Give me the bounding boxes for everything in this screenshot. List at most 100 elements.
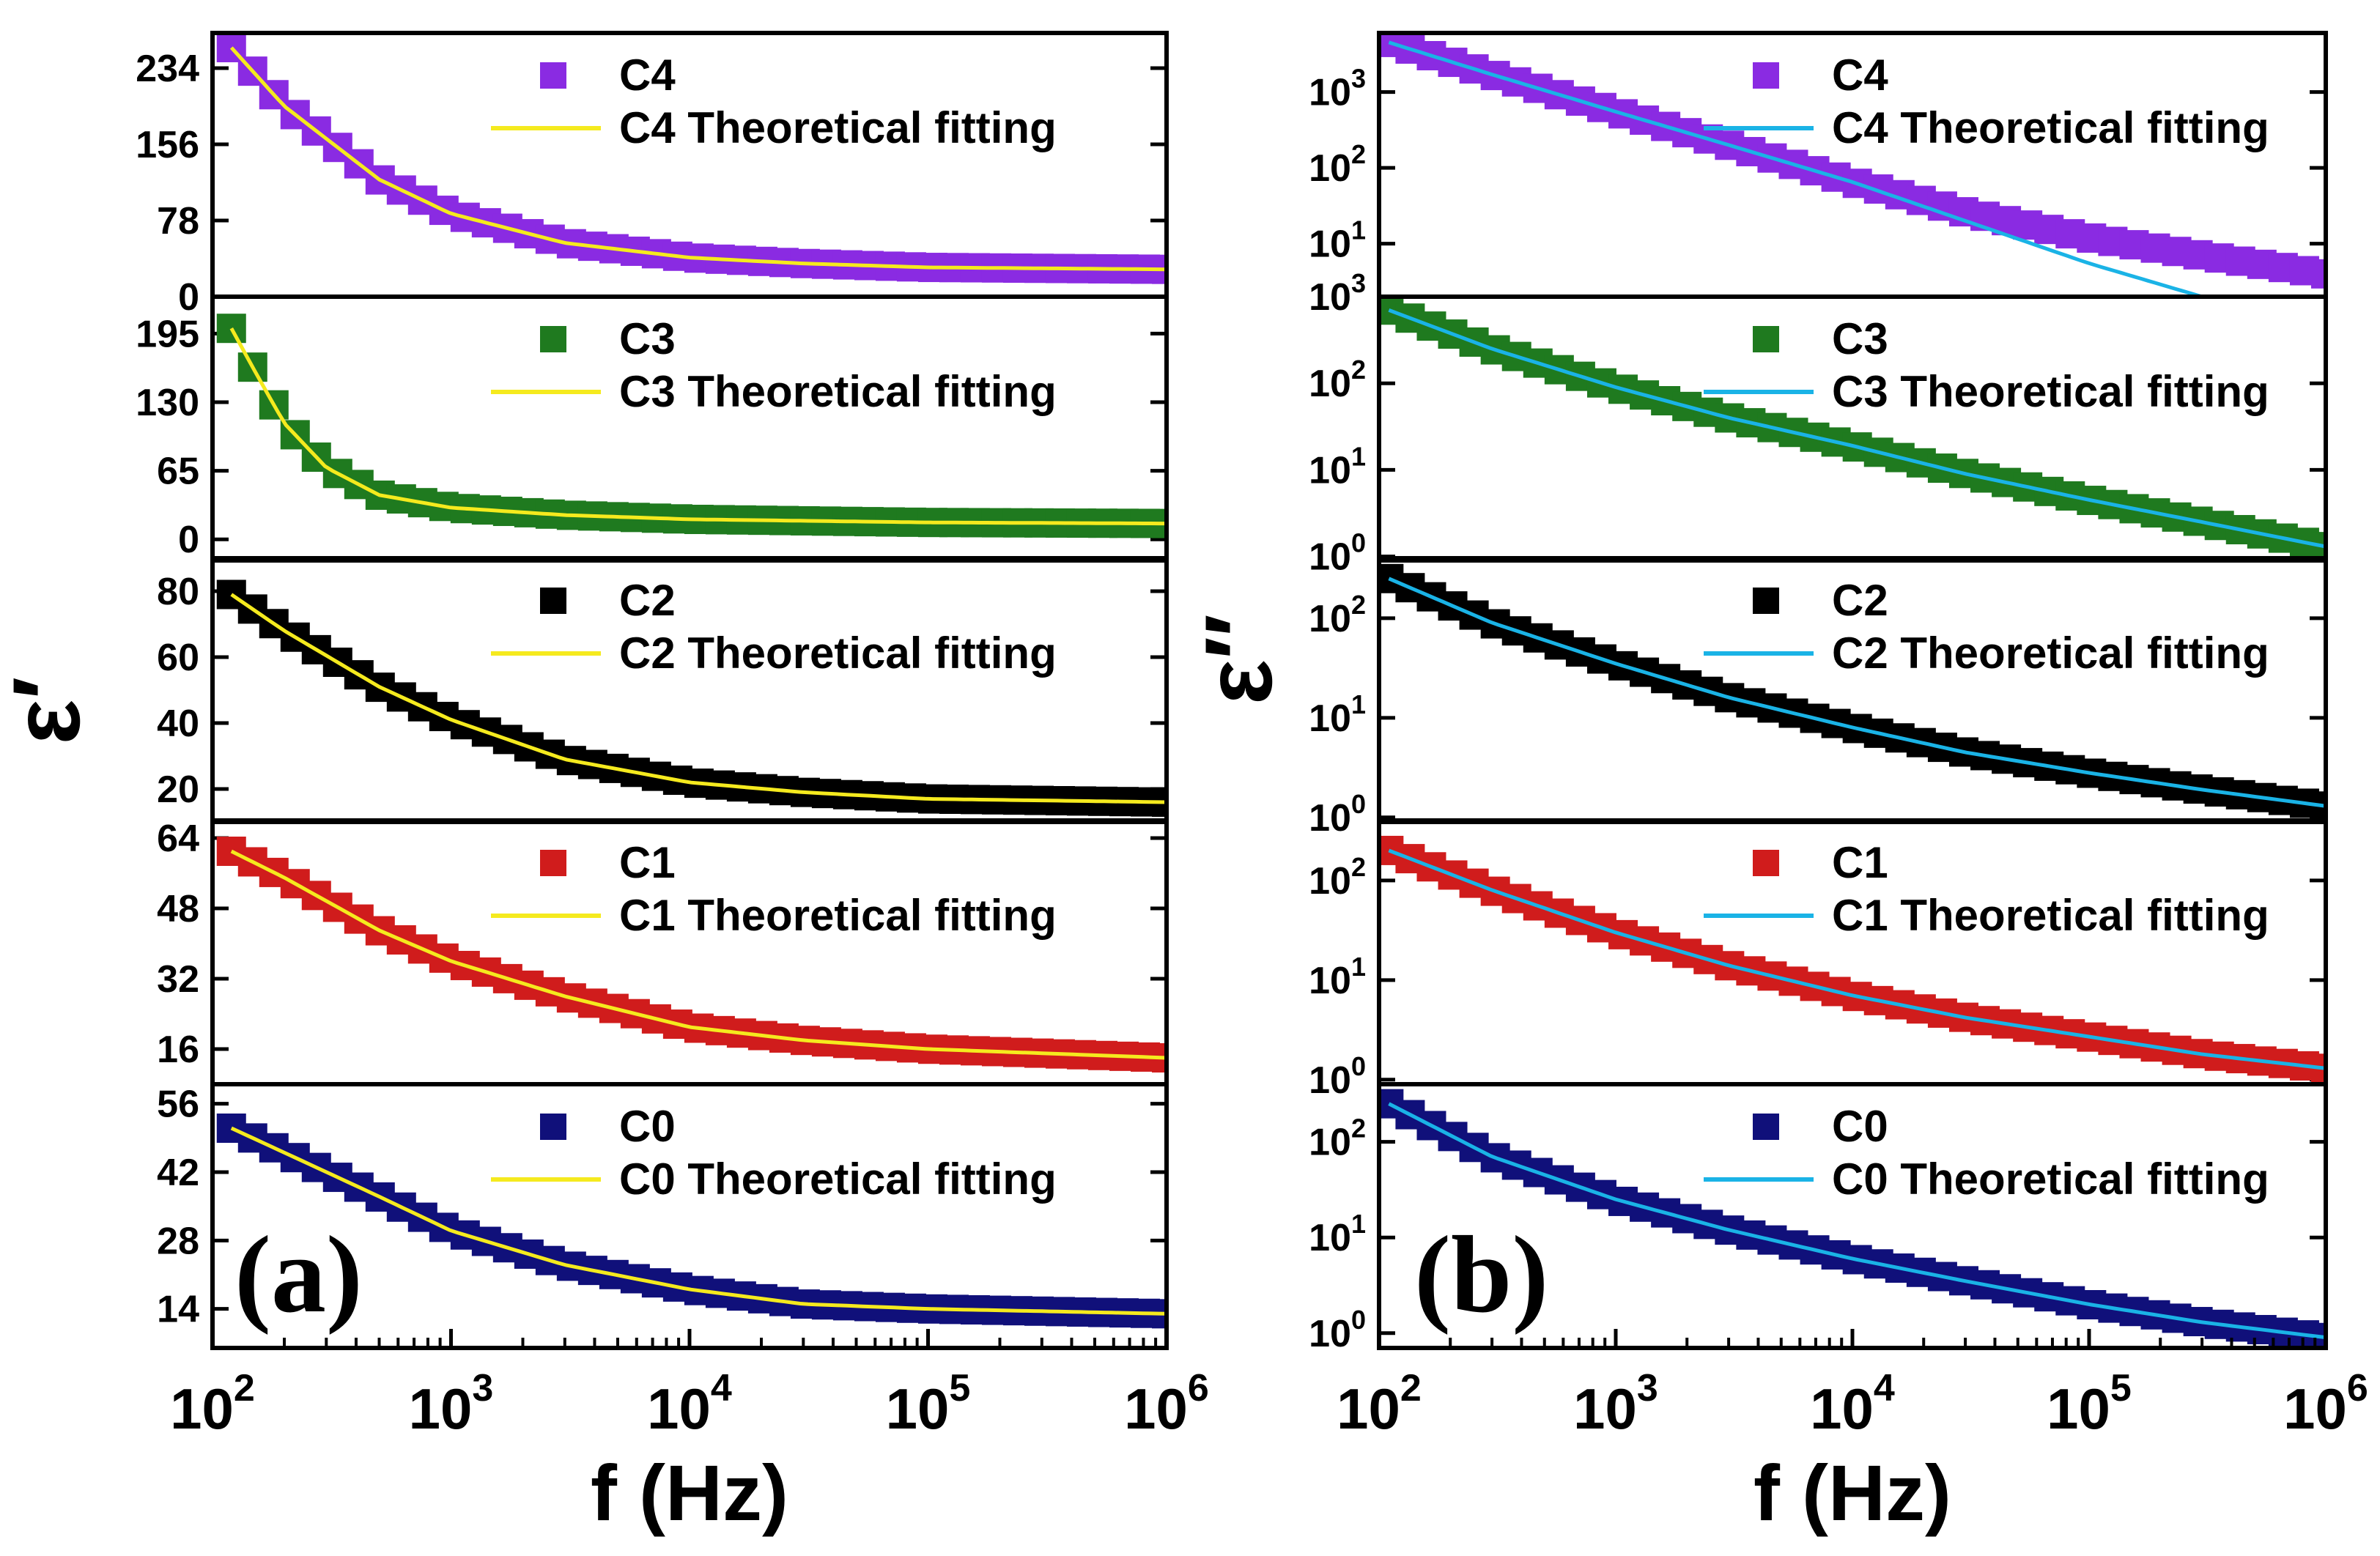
legend-marker: [540, 1114, 566, 1140]
plot-area: [216, 579, 1167, 817]
plot-area: [1379, 563, 2326, 821]
y-tick-label: 40: [157, 703, 199, 745]
y-tick-label: 100: [1309, 1051, 1366, 1102]
legend-label: C1 Theoretical fitting: [619, 891, 1057, 940]
y-tick-label: 101: [1309, 689, 1366, 740]
fit-line: [230, 849, 1167, 1060]
legend-label: C4: [1832, 51, 1888, 100]
y-tick-label: 102: [1309, 590, 1366, 640]
x-axis-label: f (Hz): [1753, 1448, 1951, 1537]
legend-marker: [540, 326, 566, 352]
plot-area: [216, 1114, 1167, 1329]
y-tick-label: 101: [1309, 441, 1366, 492]
y-tick-label: 101: [1309, 952, 1366, 1002]
y-tick-label: 130: [136, 382, 199, 424]
fit-line: [1388, 577, 2326, 808]
panel-label: (b): [1414, 1214, 1548, 1335]
legend-label: C0: [1832, 1102, 1888, 1151]
x-tick-label: 103: [1573, 1367, 1658, 1441]
y-tick-label: 195: [136, 313, 199, 355]
legend-marker: [1753, 62, 1779, 89]
y-tick-label: 0: [178, 519, 199, 561]
plot-area: [1379, 835, 2326, 1083]
legend-label: C0 Theoretical fitting: [619, 1155, 1057, 1204]
legend-label: C1: [619, 838, 676, 887]
legend-marker: [1753, 850, 1779, 876]
y-tick-label: 16: [157, 1029, 199, 1071]
y-tick-label: 80: [157, 571, 199, 613]
y-tick-label: 28: [157, 1220, 199, 1262]
legend-label: C1 Theoretical fitting: [1832, 891, 2269, 940]
y-tick-label: 102: [1309, 1114, 1366, 1164]
y-tick-label: 102: [1309, 139, 1366, 190]
legend-label: C2 Theoretical fitting: [1832, 629, 2269, 678]
legend-marker: [540, 62, 566, 89]
panel-label: (a): [234, 1214, 363, 1335]
data-marker: [2311, 259, 2326, 289]
y-axis-label: ε″: [1185, 614, 1292, 705]
y-tick-label: 234: [136, 48, 199, 90]
y-tick-label: 48: [157, 888, 199, 930]
y-tick-label: 0: [178, 276, 199, 319]
fit-line: [229, 327, 1167, 526]
x-tick-label: 105: [2047, 1367, 2132, 1441]
legend-marker: [1753, 326, 1779, 352]
x-tick-label: 104: [1810, 1367, 1895, 1441]
y-tick-label: 103: [1309, 64, 1366, 114]
y-tick-label: 65: [157, 451, 199, 493]
plot-area: [1379, 297, 2326, 560]
legend-label: C3 Theoretical fitting: [1832, 367, 2269, 416]
y-tick-label: 78: [157, 200, 199, 242]
y-tick-label: 64: [157, 818, 199, 860]
x-tick-label: 104: [647, 1367, 732, 1441]
data-marker: [216, 314, 246, 344]
y-tick-label: 100: [1309, 789, 1366, 840]
x-tick-label: 102: [1337, 1367, 1422, 1441]
legend-marker: [540, 850, 566, 876]
legend-label: C3 Theoretical fitting: [619, 367, 1057, 416]
y-tick-label: 101: [1309, 1209, 1366, 1259]
y-tick-label: 156: [136, 124, 199, 166]
x-tick-label: 106: [1124, 1367, 1209, 1441]
x-tick-label: 106: [2283, 1367, 2368, 1441]
x-tick-label: 102: [170, 1367, 255, 1441]
y-tick-label: 42: [157, 1152, 199, 1194]
x-tick-label: 105: [886, 1367, 971, 1441]
y-tick-label: 32: [157, 958, 199, 1001]
legend-label: C4 Theoretical fitting: [1832, 103, 2269, 152]
y-tick-label: 102: [1309, 852, 1366, 903]
plot-area: [216, 314, 1167, 538]
y-tick-label: 101: [1309, 215, 1366, 266]
legend-marker: [1753, 588, 1779, 614]
plot-area: [1379, 1089, 2326, 1348]
legend-label: C4 Theoretical fitting: [619, 103, 1057, 152]
y-tick-label: 20: [157, 768, 199, 811]
x-tick-label: 103: [409, 1367, 494, 1441]
fit-line: [229, 46, 1167, 272]
fit-line: [1388, 1102, 2326, 1340]
x-axis-label: f (Hz): [591, 1448, 788, 1537]
legend-label: C2: [1832, 576, 1888, 625]
y-tick-label: 14: [157, 1289, 199, 1331]
legend-label: C0: [619, 1102, 676, 1151]
legend-label: C0 Theoretical fitting: [1832, 1155, 2269, 1204]
legend-label: C1: [1832, 838, 1888, 887]
